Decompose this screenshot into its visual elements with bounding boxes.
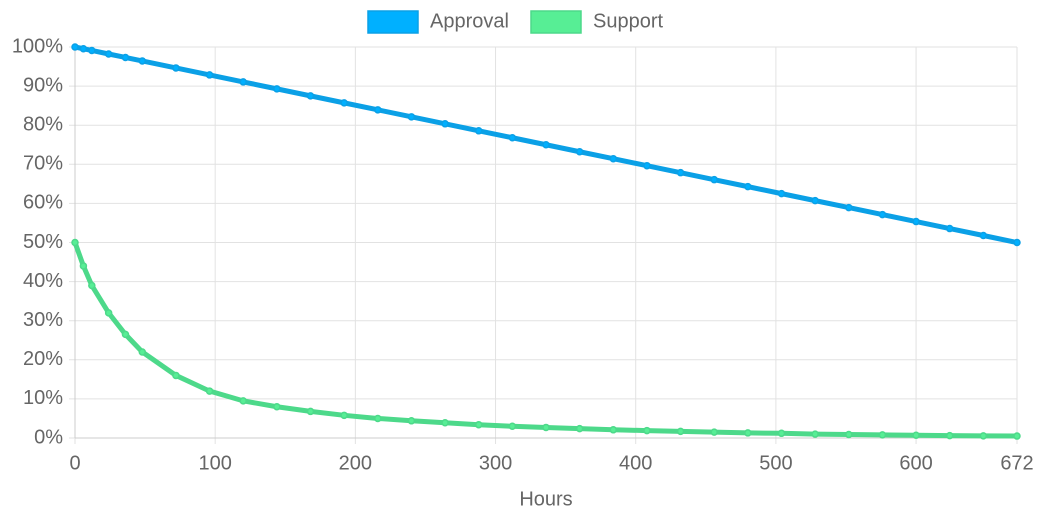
data-point [374,414,382,423]
x-tick-label: 200 [339,452,372,474]
y-tick-label: 10% [23,387,63,409]
data-point [273,85,281,93]
y-tick-label: 30% [23,309,63,331]
data-point [407,113,416,121]
data-point [710,175,718,184]
series-line [72,241,1018,439]
data-point [811,196,819,205]
data-point [945,431,954,440]
series-line [74,44,1018,245]
data-point [845,430,853,439]
data-point [609,426,618,434]
data-point [474,420,483,429]
data-point [121,330,130,339]
y-tick-label: 50% [23,231,63,253]
x-tick-label: 0 [69,452,80,474]
legend-swatch[interactable] [367,10,419,34]
data-point [1013,432,1021,440]
y-tick-label: 20% [23,348,63,370]
data-point [643,161,651,170]
data-point [676,168,685,177]
data-point [575,424,584,433]
y-tick-label: 60% [23,192,63,214]
data-point [306,407,315,416]
data-point [912,217,920,226]
data-point [79,262,88,270]
data-point [575,147,584,156]
data-point [71,238,79,247]
data-point [676,427,685,436]
data-point [474,127,483,135]
y-tick-label: 0% [34,426,63,448]
data-point [205,71,214,79]
data-point [609,154,618,163]
x-tick-label: 300 [479,452,512,474]
legend-label[interactable]: Support [593,10,663,32]
data-point [912,431,920,440]
data-point [239,78,247,86]
data-point [104,309,113,317]
data-point [88,281,96,290]
data-point [138,348,147,356]
x-tick-label: 500 [759,452,792,474]
data-point [71,43,79,51]
data-point [811,430,819,438]
y-tick-label: 100% [12,35,63,57]
data-point [643,426,651,435]
data-point [878,431,887,439]
data-point [172,371,180,380]
x-axis-title: Hours [519,488,572,510]
y-tick-label: 90% [23,74,63,96]
y-tick-label: 40% [23,270,63,292]
x-tick-label: 100 [198,452,231,474]
data-point [138,57,147,65]
data-point [508,134,517,142]
data-point [878,210,887,219]
data-point [374,106,382,114]
data-point [777,429,786,438]
data-point [542,423,550,432]
legend-label[interactable]: Approval [430,10,509,32]
data-point [1013,238,1021,247]
data-point [441,120,449,128]
data-point [979,231,988,240]
data-point [306,92,315,100]
data-point [407,417,416,425]
data-point [979,432,988,440]
data-point [845,203,853,212]
data-point [104,50,113,58]
data-point [508,422,517,431]
data-point [777,189,786,198]
data-point [172,64,180,72]
x-tick-label: 672 [1000,452,1033,474]
data-point [744,182,752,191]
data-point [340,99,348,107]
data-point [205,387,214,395]
legend-swatch[interactable] [530,10,582,34]
data-point [744,429,752,437]
x-tick-label: 600 [899,452,932,474]
data-point [273,402,281,411]
data-point [710,428,718,436]
data-point [542,141,550,149]
data-point [239,397,247,405]
data-point [121,53,130,62]
y-tick-label: 80% [23,113,63,135]
x-tick-label: 400 [619,452,652,474]
data-point [441,419,449,427]
data-point [340,411,348,420]
data-point [88,46,96,55]
data-point [945,224,954,233]
data-point [79,45,88,53]
y-tick-label: 70% [23,153,63,175]
